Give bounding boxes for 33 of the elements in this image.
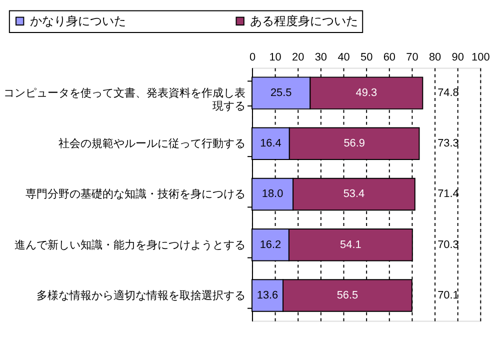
data-label: 54.1 (340, 238, 362, 251)
total-label: 71.4 (438, 188, 459, 200)
y-tick-label: 専門分野の基礎的な知識・技術を身につける (26, 188, 246, 201)
legend-label: ある程度身についた (250, 14, 358, 28)
legend-label: かなり身についた (30, 14, 126, 28)
y-tick-label: コンピュータを使って文書、発表資料を作成し表現する (4, 86, 246, 112)
total-label: 74.8 (438, 87, 459, 100)
x-tick-label: 90 (452, 51, 464, 64)
data-label: 13.6 (256, 289, 278, 302)
y-tick-label: 進んで新しい知識・能力を身につけようとする (14, 238, 246, 252)
data-label: 53.4 (343, 188, 365, 200)
data-label: 49.3 (356, 87, 378, 100)
data-label: 16.4 (260, 138, 282, 150)
x-tick-label: 20 (292, 51, 304, 64)
total-label: 70.3 (438, 238, 459, 251)
x-tick-label: 0 (249, 51, 256, 64)
data-label: 25.5 (270, 87, 292, 100)
x-tick-label: 100 (472, 51, 490, 64)
data-label: 18.0 (262, 188, 284, 200)
x-tick-label: 70 (406, 51, 418, 64)
y-tick-label: 多様な情報から適切な情報を取捨選択する (36, 288, 246, 302)
x-tick-label: 10 (269, 51, 282, 64)
x-tick-label: 30 (314, 51, 328, 64)
total-label: 73.3 (438, 138, 459, 150)
x-tick-label: 40 (338, 51, 350, 64)
data-label: 56.9 (344, 138, 365, 150)
y-tick-label: 社会の規範やルールに従って行動する (58, 137, 246, 150)
data-label: 56.5 (336, 289, 358, 302)
x-tick-label: 50 (360, 51, 373, 64)
data-label: 16.2 (260, 238, 282, 251)
x-tick-label: 80 (428, 51, 442, 64)
x-tick-label: 60 (383, 51, 396, 64)
total-label: 70.1 (438, 289, 459, 302)
